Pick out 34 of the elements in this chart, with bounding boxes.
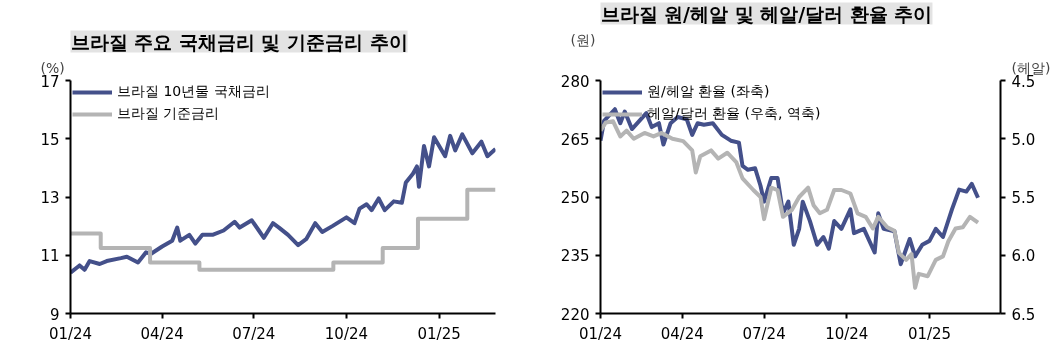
y2-tick-label: 6.5 <box>1011 305 1036 324</box>
y-tick-label: 9 <box>49 305 60 324</box>
y-axis-title: (원) <box>570 31 596 48</box>
y-tick-label: 11 <box>40 247 60 266</box>
y-tick-label: 280 <box>560 72 590 91</box>
legend-label: 헤알/달러 환율 (우축, 역축) <box>647 105 821 123</box>
y-axis-title: (%) <box>40 59 65 76</box>
chart-title: 브라질 원/헤알 및 헤알/달러 환율 추이 <box>600 2 933 25</box>
y-tick-label: 235 <box>560 247 590 266</box>
x-tick-label: 07/24 <box>232 324 276 343</box>
chart-title: 브라질 주요 국채금리 및 기준금리 추이 <box>70 30 408 53</box>
x-tick-label: 01/25 <box>907 324 952 343</box>
legend-label: 브라질 10년물 국채금리 <box>117 83 270 101</box>
y2-tick-label: 5.5 <box>1011 189 1036 207</box>
x-tick-label: 04/24 <box>660 324 704 343</box>
x-tick-label: 10/24 <box>825 324 869 343</box>
x-tick-label: 07/24 <box>742 324 786 343</box>
y-tick-label: 220 <box>560 305 590 324</box>
x-tick-label: 01/24 <box>48 324 93 343</box>
x-tick-label: 01/24 <box>578 324 623 343</box>
y-tick-label: 13 <box>40 189 60 207</box>
y-tick-label: 15 <box>40 130 60 149</box>
y2-axis-title: (헤알) <box>1011 59 1051 76</box>
y-tick-label: 265 <box>560 130 590 149</box>
y2-tick-label: 5.0 <box>1011 130 1036 149</box>
x-tick-label: 04/24 <box>140 324 184 343</box>
y2-tick-label: 6.0 <box>1011 247 1036 266</box>
y-tick-label: 250 <box>560 189 590 207</box>
x-tick-label: 10/24 <box>324 324 369 343</box>
legend-label: 브라질 기준금리 <box>117 105 220 123</box>
x-tick-label: 01/25 <box>417 324 461 343</box>
line-series <box>70 132 496 275</box>
legend-label: 원/헤알 환율 (좌축) <box>647 83 770 101</box>
line-series <box>600 119 981 290</box>
